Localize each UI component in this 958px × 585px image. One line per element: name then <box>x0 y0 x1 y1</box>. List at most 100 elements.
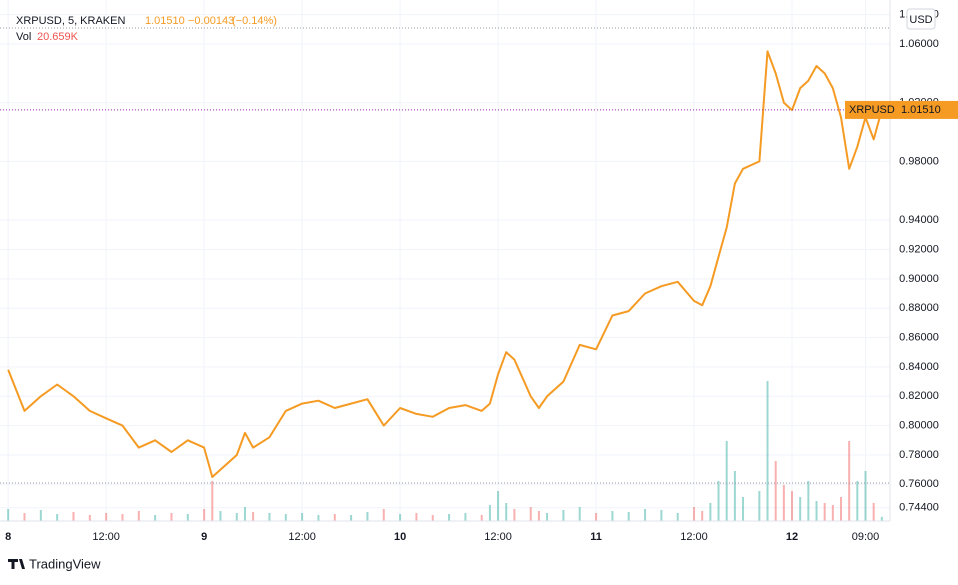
volume-bar <box>840 497 843 521</box>
currency-label: USD <box>909 14 932 26</box>
symbol: XRPUSD, 5, KRAKEN <box>16 15 125 27</box>
volume-bar <box>733 471 736 521</box>
price-tag-name: XRPUSD <box>849 104 895 116</box>
volume-bar <box>464 513 467 521</box>
volume-bar <box>88 515 91 521</box>
volume-bar <box>782 485 785 521</box>
volume-bars <box>7 381 883 521</box>
y-tick-label: 0.76000 <box>899 478 939 490</box>
volume-bar <box>203 509 206 521</box>
volume-bar <box>480 515 483 521</box>
volume-bar <box>243 507 246 521</box>
volume-bar <box>774 461 777 521</box>
price-tag-bg <box>845 100 958 119</box>
y-tick-label: 0.94000 <box>899 214 939 226</box>
footer: TradingView <box>8 556 101 571</box>
change-pct: (−0.14%) <box>232 15 277 27</box>
volume-bar <box>488 505 491 521</box>
volume-bar <box>578 507 581 521</box>
y-tick-label: 0.86000 <box>899 331 939 343</box>
logo <box>8 559 25 569</box>
volume-bar <box>350 515 353 521</box>
volume-bar <box>537 511 540 521</box>
volume-bar <box>72 512 75 521</box>
volume-bar <box>415 513 418 521</box>
volume-bar <box>529 507 532 521</box>
y-tick-label: 0.98000 <box>899 155 939 167</box>
volume-bar <box>880 516 883 521</box>
volume-bar <box>154 515 157 521</box>
volume-bar <box>382 509 385 521</box>
volume-bar <box>252 512 255 521</box>
price-line <box>7 50 883 478</box>
volume-bar <box>23 513 26 521</box>
brand: TradingView <box>29 556 101 571</box>
volume-bar <box>399 514 402 521</box>
volume-bar <box>546 513 549 521</box>
volume-bar <box>7 509 10 521</box>
volume-bar <box>742 497 745 521</box>
volume-bar <box>366 512 369 521</box>
y-tick-label: 0.80000 <box>899 420 939 432</box>
volume-bar <box>791 491 794 521</box>
volume-bar <box>864 471 867 521</box>
volume-bar <box>823 503 826 521</box>
volume-bar <box>497 491 500 521</box>
volume-bar <box>872 503 875 521</box>
volume-bar <box>431 515 434 521</box>
volume-bar <box>211 481 214 521</box>
x-tick-label: 12:00 <box>484 531 512 543</box>
volume-bar <box>676 513 679 521</box>
y-tick-label: 0.92000 <box>899 243 939 255</box>
price-tag-price: 1.01510 <box>901 104 941 116</box>
volume-bar <box>219 511 222 521</box>
grid <box>0 0 890 521</box>
change: −0.00143 <box>188 15 234 27</box>
x-tick-label: 12:00 <box>288 531 316 543</box>
x-tick-label: 9 <box>201 531 207 543</box>
volume-bar <box>831 505 834 521</box>
volume-bar <box>815 501 818 521</box>
vol-value: 20.659K <box>37 31 79 43</box>
currency-button[interactable] <box>906 8 936 30</box>
volume-bar <box>709 503 712 521</box>
volume-bar <box>56 514 59 521</box>
y-tick-label: 1.06000 <box>899 38 939 50</box>
volume-bar <box>611 511 614 521</box>
volume-bar <box>725 441 728 521</box>
volume-bar <box>170 513 173 521</box>
volume-bar <box>301 513 304 521</box>
y-tick-label: 0.78000 <box>899 449 939 461</box>
volume-bar <box>758 491 761 521</box>
volume-bar <box>317 515 320 521</box>
price: 1.01510 <box>145 15 185 27</box>
volume-bar <box>848 441 851 521</box>
plot <box>0 50 890 478</box>
y-tick-label: 0.90000 <box>899 273 939 285</box>
volume-bar <box>186 514 189 521</box>
volume-bar <box>660 510 663 521</box>
volume-bar <box>701 511 704 521</box>
x-tick-label: 12:00 <box>92 531 120 543</box>
y-tick-label: 0.88000 <box>899 302 939 314</box>
volume-bar <box>856 481 859 521</box>
y-tick-label: 0.74400 <box>899 502 939 514</box>
volume-bar <box>448 514 451 521</box>
volume-bar <box>39 510 42 521</box>
volume-bar <box>693 507 696 521</box>
volume-bar <box>807 481 810 521</box>
volume-bar <box>717 481 720 521</box>
x-tick-label: 11 <box>590 531 602 543</box>
volume-bar <box>644 509 647 521</box>
volume-bar <box>137 511 140 521</box>
x-tick-label: 10 <box>394 531 406 543</box>
volume-bar <box>284 514 287 521</box>
volume-bar <box>505 503 508 521</box>
volume-bar <box>627 512 630 521</box>
volume-bar <box>799 497 802 521</box>
volume-bar <box>766 381 769 521</box>
volume-bar <box>105 513 108 521</box>
